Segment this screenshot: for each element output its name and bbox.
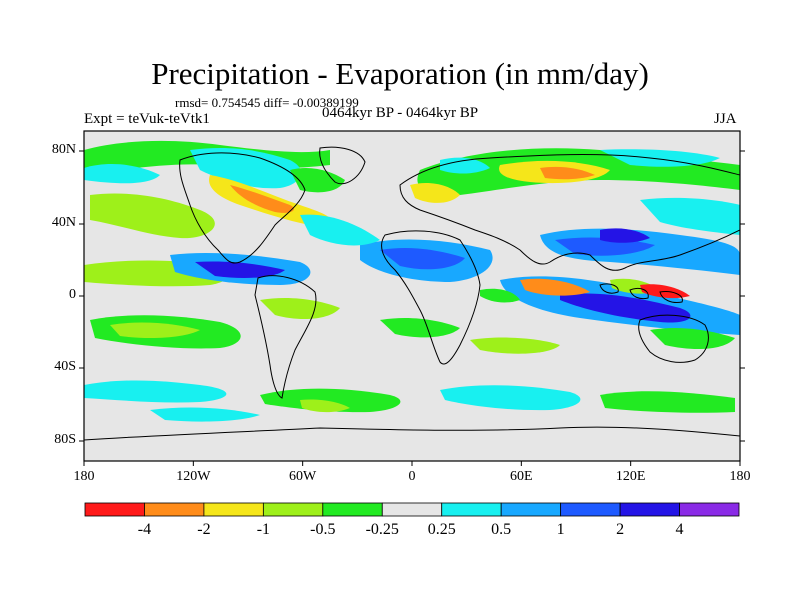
- contour-region: [600, 149, 720, 167]
- y-tick-label: 40N: [51, 215, 76, 230]
- contour-region: [84, 380, 227, 403]
- colorbar-label: 0.25: [427, 521, 456, 538]
- contour-region: [480, 288, 520, 303]
- colorbar: [84, 502, 740, 517]
- tick-marks: [79, 150, 745, 466]
- coastline-north-america: [179, 152, 306, 264]
- contour-region: [300, 214, 380, 246]
- contour-region: [150, 407, 260, 422]
- contour-fills: [84, 140, 740, 422]
- contour-region: [190, 148, 301, 189]
- coastline-greenland: [319, 146, 366, 185]
- period-label: 0464kyr BP - 0464kyr BP: [322, 105, 479, 121]
- contour-region: [600, 228, 650, 243]
- coastline-south-america: [254, 275, 317, 399]
- stats-line: rmsd= 0.754545 diff= -0.00389199: [175, 95, 359, 110]
- contour-region: [520, 278, 590, 296]
- colorbar-label: 1: [556, 521, 565, 538]
- contour-region: [440, 157, 490, 174]
- colorbar-swatch: [441, 502, 502, 517]
- colorbar-label: -4: [137, 521, 152, 538]
- contour-region: [90, 193, 215, 239]
- x-tick-label: 60W: [289, 469, 317, 484]
- y-tick-label: 40S: [54, 359, 76, 374]
- coastline-eurasia: [399, 154, 740, 271]
- coastline-antarctica: [84, 426, 740, 441]
- coastline-islands: [599, 283, 683, 303]
- contour-region: [640, 197, 740, 235]
- y-tick-label: 0: [69, 287, 76, 302]
- contour-region: [195, 261, 285, 278]
- colorbar-swatch: [500, 502, 562, 517]
- contour-region: [540, 166, 595, 180]
- colorbar-swatch: [84, 502, 145, 517]
- colorbar-label: -1: [256, 521, 271, 538]
- colorbar-label: 4: [675, 521, 684, 538]
- colorbar-label: -0.5: [310, 521, 336, 538]
- colorbar-swatch: [203, 502, 264, 517]
- x-tick-label: 120W: [176, 469, 211, 484]
- contour-region: [650, 327, 735, 350]
- coastline-australia: [638, 314, 709, 363]
- coastlines: [84, 146, 740, 441]
- colorbar-label: -2: [197, 521, 211, 538]
- contour-region: [380, 247, 465, 270]
- coastline-africa: [381, 230, 481, 365]
- colorbar-swatch: [144, 502, 205, 517]
- y-tick-label: 80N: [51, 142, 76, 157]
- colorbar-swatch: [381, 502, 443, 517]
- experiment-label: Expt = teVuk-teVtk1: [84, 111, 210, 127]
- x-tick-label: 180: [73, 469, 95, 484]
- colorbar-swatch: [322, 502, 383, 517]
- season-label: JJA: [714, 111, 737, 127]
- x-tick-label: 180: [729, 469, 751, 484]
- chart-title: Precipitation - Evaporation (in mm/day): [151, 56, 649, 91]
- contour-region: [380, 317, 460, 338]
- colorbar-swatch: [560, 502, 621, 517]
- contour-region: [260, 388, 401, 413]
- x-tick-label: 60E: [510, 469, 533, 484]
- colorbar-label: 2: [616, 521, 625, 538]
- contour-region: [230, 185, 295, 213]
- contour-region: [410, 183, 460, 203]
- contour-region: [440, 385, 581, 411]
- contour-region: [300, 399, 350, 413]
- colorbar-swatch: [262, 502, 324, 517]
- y-tick-label: 80S: [54, 432, 76, 447]
- colorbar-label: -0.25: [365, 521, 399, 538]
- colorbar-label: 0.5: [491, 521, 512, 538]
- contour-region: [470, 337, 560, 354]
- contour-region: [600, 391, 735, 413]
- x-tick-label: 0: [408, 469, 416, 484]
- contour-region: [260, 297, 340, 320]
- x-tick-label: 120E: [615, 469, 646, 484]
- contour-region: [110, 322, 200, 338]
- contour-region: [84, 164, 160, 184]
- colorbar-swatch: [679, 502, 740, 517]
- colorbar-swatch: [619, 502, 680, 517]
